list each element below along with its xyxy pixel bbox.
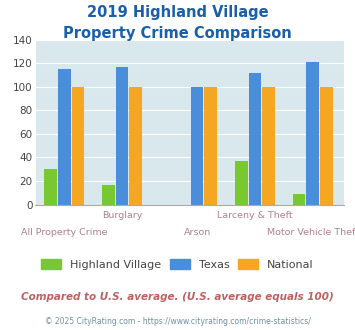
Bar [102, 184, 115, 205]
Text: 2019 Highland Village: 2019 Highland Village [87, 5, 268, 20]
Text: Compared to U.S. average. (U.S. average equals 100): Compared to U.S. average. (U.S. average … [21, 292, 334, 302]
Text: Property Crime Comparison: Property Crime Comparison [63, 26, 292, 41]
Bar [320, 87, 333, 205]
Bar [44, 169, 57, 205]
Bar [58, 69, 71, 205]
Bar [72, 87, 84, 205]
Bar [293, 194, 305, 205]
Text: © 2025 CityRating.com - https://www.cityrating.com/crime-statistics/: © 2025 CityRating.com - https://www.city… [45, 317, 310, 326]
Text: Larceny & Theft: Larceny & Theft [217, 211, 293, 220]
Bar [235, 161, 248, 205]
Bar [116, 67, 129, 205]
Text: Motor Vehicle Theft: Motor Vehicle Theft [267, 228, 355, 237]
Bar [262, 87, 275, 205]
Text: Arson: Arson [184, 228, 211, 237]
Bar [306, 62, 319, 205]
Legend: Highland Village, Texas, National: Highland Village, Texas, National [37, 255, 318, 274]
Bar [191, 87, 203, 205]
Bar [248, 73, 261, 205]
Text: All Property Crime: All Property Crime [21, 228, 108, 237]
Bar [204, 87, 217, 205]
Text: Burglary: Burglary [102, 211, 142, 220]
Bar [129, 87, 142, 205]
